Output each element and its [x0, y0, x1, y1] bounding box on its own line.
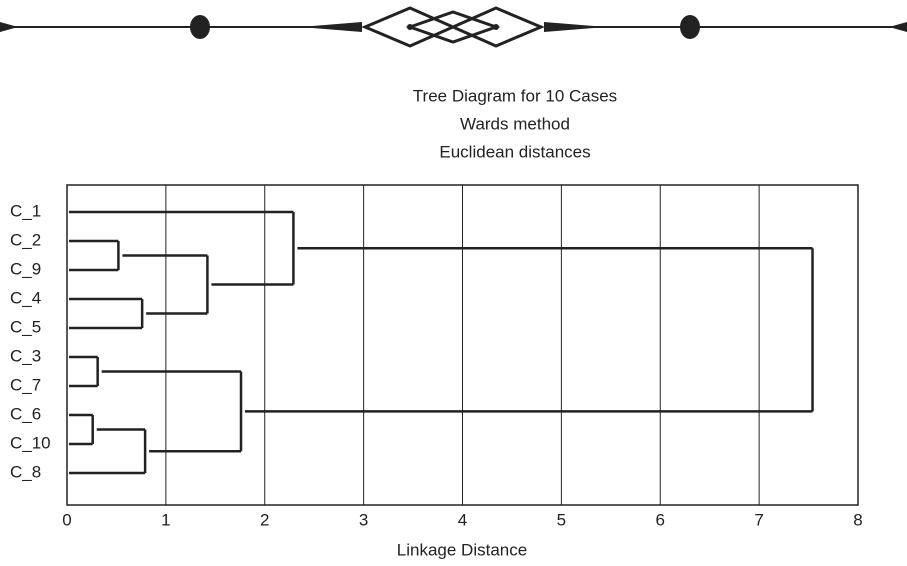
- leaf-label: C_7: [10, 375, 41, 394]
- leaf-label: C_2: [10, 230, 41, 249]
- x-tick-label: 4: [458, 510, 467, 529]
- leaf-label: C_1: [10, 201, 41, 220]
- chart-title: Tree Diagram for 10 Cases: [413, 86, 617, 105]
- x-tick-label: 0: [62, 510, 71, 529]
- x-tick-label: 1: [161, 510, 170, 529]
- x-tick-label: 2: [260, 510, 269, 529]
- leaf-label: C_6: [10, 404, 41, 423]
- leaf-label: C_8: [10, 462, 41, 481]
- chart-subtitle: Euclidean distances: [439, 142, 590, 161]
- x-tick-label: 7: [754, 510, 763, 529]
- x-tick-label: 3: [359, 510, 368, 529]
- x-tick-label: 8: [853, 510, 862, 529]
- x-tick-label: 6: [656, 510, 665, 529]
- x-tick-label: 5: [557, 510, 566, 529]
- chart-subtitle: Wards method: [460, 114, 570, 133]
- ornament: [0, 6, 907, 48]
- leaf-label: C_10: [10, 433, 51, 452]
- leaf-label: C_3: [10, 346, 41, 365]
- x-axis-label: Linkage Distance: [397, 540, 527, 559]
- leaf-label: C_9: [10, 259, 41, 278]
- leaf-label: C_5: [10, 317, 41, 336]
- leaf-label: C_4: [10, 288, 41, 307]
